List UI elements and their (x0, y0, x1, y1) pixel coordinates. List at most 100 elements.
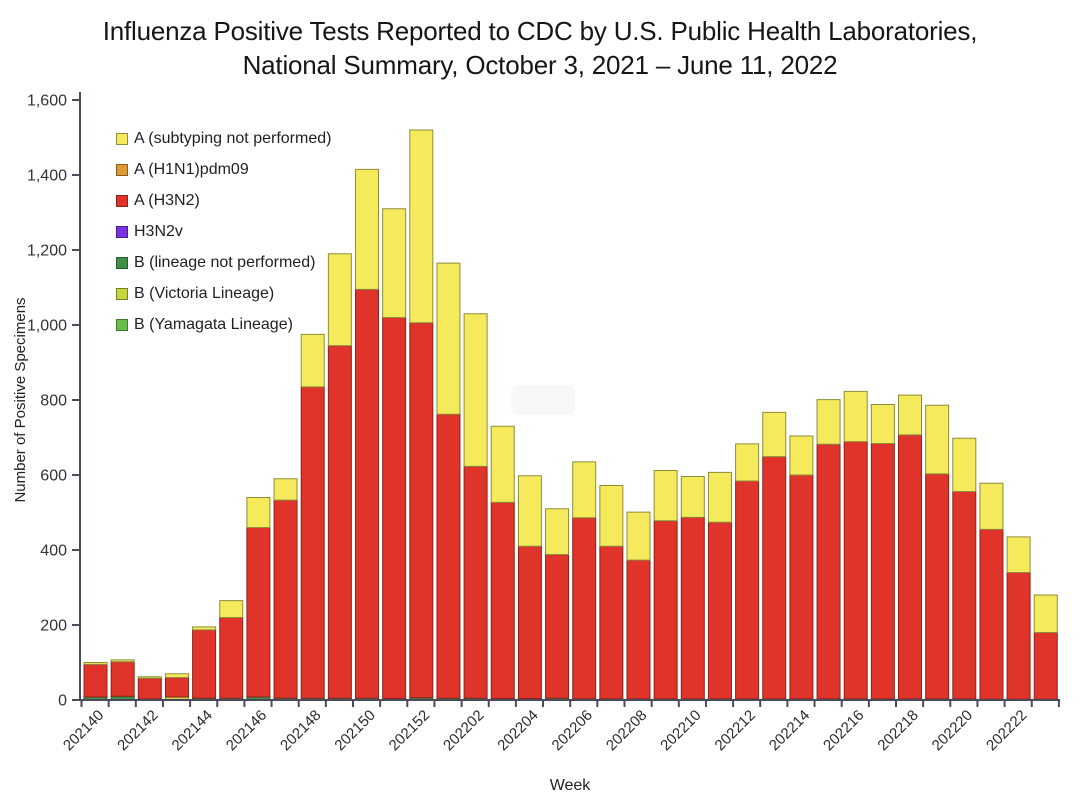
x-axis-tick-label: 202212 (712, 707, 759, 754)
legend-item: A (subtyping not performed) (116, 123, 331, 154)
bar-segment (1006, 536, 1031, 573)
legend-item: A (H3N2) (116, 185, 331, 216)
y-axis-tick-label: 1,200 (27, 243, 67, 260)
bar-segment (327, 253, 352, 347)
y-axis-title: Number of Positive Specimens (12, 297, 29, 502)
bar-segment (843, 390, 868, 443)
legend-swatch-icon (116, 318, 128, 331)
bar-segment (843, 441, 868, 700)
bar-segment (653, 520, 678, 700)
x-axis-tick-label: 202216 (820, 707, 867, 754)
chart-title: Influenza Positive Tests Reported to CDC… (0, 14, 1080, 82)
legend-swatch-icon (116, 287, 128, 300)
bar-segment (979, 482, 1004, 530)
chart-title-line1: Influenza Positive Tests Reported to CDC… (102, 16, 978, 46)
x-axis-tick-label: 202206 (549, 707, 596, 754)
artifact-smudge (511, 385, 575, 415)
y-axis-tick-label: 1,600 (27, 93, 67, 110)
bar-segment (164, 673, 189, 678)
bar-segment (436, 262, 461, 415)
bar-segment (707, 521, 732, 700)
x-axis-tick-label: 202144 (169, 707, 216, 754)
legend-item: B (lineage not performed) (116, 247, 331, 278)
y-axis-tick-label: 200 (40, 618, 67, 635)
bar-segment (653, 470, 678, 522)
bar-segment (219, 600, 244, 618)
y-axis-tick-label: 1,000 (27, 318, 67, 335)
legend-label: A (subtyping not performed) (134, 129, 332, 147)
x-axis-tick-label: 202222 (983, 707, 1030, 754)
y-axis-tick-label: 400 (40, 543, 67, 560)
chart-legend: A (subtyping not performed) A (H1N1)pdm09… (116, 123, 331, 340)
bar-segment (110, 661, 135, 697)
bar-segment (300, 386, 325, 699)
bar-segment (870, 404, 895, 444)
bar-segment (952, 491, 977, 700)
bar-segment (898, 394, 922, 436)
bar-segment (626, 559, 651, 700)
bar-segment (680, 476, 705, 518)
bar-segment (463, 465, 488, 699)
bar-segment (490, 501, 515, 699)
legend-label: H3N2v (134, 222, 183, 240)
bar-segment (870, 443, 895, 700)
bar-segment (137, 677, 162, 700)
x-axis-tick-label: 202202 (440, 707, 487, 754)
x-axis-tick-label: 202148 (277, 707, 324, 754)
legend-label: B (lineage not performed) (134, 253, 316, 271)
y-axis-tick-label: 0 (58, 693, 67, 710)
bar-segment (490, 425, 515, 503)
bar-segment (626, 511, 651, 561)
legend-item: B (Yamagata Lineage) (116, 309, 331, 340)
bar-segment (382, 317, 407, 699)
bar-segment (192, 626, 217, 631)
bar-segment (355, 168, 379, 290)
bar-segment (382, 208, 407, 318)
legend-label: A (H3N2) (134, 191, 200, 209)
legend-label: B (Yamagata Lineage) (134, 315, 293, 333)
bar-segment (83, 663, 108, 698)
bar-segment (246, 497, 271, 528)
bar-segment (517, 545, 542, 699)
bar-segment (816, 443, 841, 700)
legend-label: A (H1N1)pdm09 (134, 160, 249, 178)
x-axis-tick-label: 202140 (60, 707, 107, 754)
bar-segment (925, 473, 950, 700)
legend-swatch-icon (116, 256, 128, 269)
chart-title-line2: National Summary, October 3, 2021 – June… (242, 50, 838, 80)
bar-segment (735, 443, 760, 482)
bar-segment (463, 313, 488, 467)
bar-segment (545, 508, 570, 555)
legend-item: A (H1N1)pdm09 (116, 154, 331, 185)
bar-segment (355, 288, 379, 699)
x-axis-tick-label: 202208 (603, 707, 650, 754)
bar-segment (762, 456, 787, 700)
legend-swatch-icon (116, 194, 128, 207)
bar-segment (246, 527, 271, 698)
legend-label: B (Victoria Lineage) (134, 284, 275, 302)
bar-segment (110, 659, 135, 663)
x-axis-tick-label: 202218 (874, 707, 921, 754)
x-axis-tick-label: 202214 (766, 707, 813, 754)
legend-swatch-icon (116, 163, 128, 176)
bar-segment (137, 676, 162, 679)
bar-segment (898, 434, 922, 700)
bar-segment (952, 437, 977, 492)
bar-segment (816, 399, 841, 445)
bar-segment (572, 517, 597, 700)
y-axis-tick-label: 1,400 (27, 168, 67, 185)
bar-segment (409, 129, 434, 324)
bar-segment (192, 629, 217, 699)
legend-item: B (Victoria Lineage) (116, 278, 331, 309)
legend-item: H3N2v (116, 216, 331, 247)
bar-segment (327, 345, 352, 699)
x-axis-tick-label: 202142 (114, 707, 161, 754)
legend-swatch-icon (116, 225, 128, 238)
bar-segment (762, 411, 787, 458)
bar-segment (1006, 572, 1031, 700)
bar-segment (599, 485, 624, 547)
bar-segment (1033, 594, 1058, 633)
bar-segment (1033, 632, 1058, 700)
bar-segment (707, 471, 732, 523)
